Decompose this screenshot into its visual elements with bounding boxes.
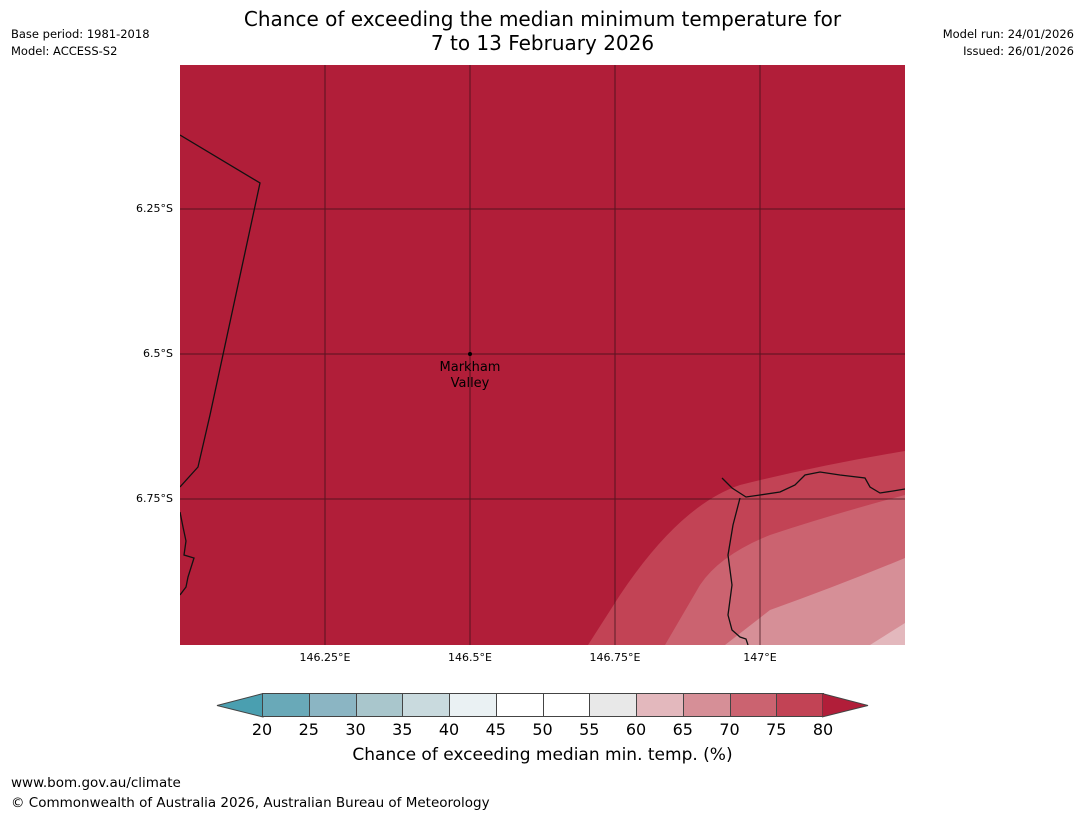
- colorbar-swatch: [542, 693, 591, 717]
- colorbar-label: Chance of exceeding median min. temp. (%…: [352, 745, 733, 765]
- colorbar-tick-label: 45: [485, 720, 506, 739]
- colorbar-swatch: [729, 693, 778, 717]
- colorbar-swatch: [402, 693, 450, 717]
- title-line-2: 7 to 13 February 2026: [430, 31, 655, 55]
- forecast-map: [180, 65, 905, 645]
- colorbar-tick-label: 70: [719, 720, 740, 739]
- colorbar-swatch: [449, 693, 497, 717]
- colorbar-tick-label: 35: [392, 720, 413, 739]
- lon-tick-3: 146.75°E: [589, 651, 641, 664]
- probability-band-60: [870, 623, 905, 645]
- footer-url: www.bom.gov.au/climate: [11, 775, 181, 791]
- lon-tick-2: 146.5°E: [448, 651, 492, 664]
- lon-tick-1: 146.25°E: [299, 651, 351, 664]
- coastline-east: [721, 471, 905, 498]
- place-marker: [468, 352, 472, 356]
- colorbar-tick-label: 25: [298, 720, 319, 739]
- chart-title: Chance of exceeding the median minimum t…: [0, 7, 1085, 55]
- colorbar-tick-label: 55: [579, 720, 600, 739]
- title-line-1: Chance of exceeding the median minimum t…: [243, 7, 842, 31]
- colorbar-tick-label: 50: [532, 720, 553, 739]
- colorbar-tick-label: 60: [625, 720, 647, 739]
- place-name-line-2: Valley: [450, 376, 490, 391]
- colorbar-swatch: [682, 693, 731, 717]
- boundaries: [180, 134, 905, 645]
- colorbar-tick-label: 40: [438, 720, 460, 739]
- colorbar-tick-label: 80: [812, 720, 834, 739]
- colorbar-swatch: [355, 693, 404, 717]
- lat-tick-3: 6.75°S: [136, 492, 173, 505]
- colorbar-swatch: [495, 693, 544, 717]
- place-label: Markham Valley: [440, 360, 501, 392]
- colorbar-tick-label: 65: [672, 720, 693, 739]
- footer-copyright: © Commonwealth of Australia 2026, Austra…: [11, 795, 490, 811]
- lon-tick-4: 147°E: [743, 651, 777, 664]
- colorbar-under-arrow: [216, 693, 264, 718]
- colorbar-swatch: [776, 693, 824, 717]
- coastline-west: [180, 511, 195, 596]
- base-period: Base period: 1981-2018: [11, 27, 150, 41]
- colorbar-tick-label: 30: [345, 720, 366, 739]
- colorbar-swatch: [636, 693, 684, 717]
- coastline-river: [727, 497, 749, 645]
- colorbar-over-arrow: [822, 693, 869, 718]
- colorbar-over-triangle: [822, 693, 869, 718]
- issued-date: Issued: 26/01/2026: [963, 44, 1074, 58]
- lat-tick-2: 6.5°S: [143, 347, 173, 360]
- colorbar-swatch: [308, 693, 357, 717]
- place-name-line-1: Markham: [439, 360, 501, 375]
- probability-band-65: [725, 558, 905, 645]
- border-line: [180, 134, 261, 488]
- colorbar-tick-label: 20: [251, 720, 273, 739]
- colorbar-tick-label: 75: [766, 720, 787, 739]
- model-name: Model: ACCESS-S2: [11, 44, 118, 58]
- lat-tick-1: 6.25°S: [136, 202, 173, 215]
- model-run: Model run: 24/01/2026: [942, 27, 1074, 41]
- metadata-right: Model run: 24/01/2026 Issued: 26/01/2026: [943, 26, 1074, 60]
- colorbar-swatch: [262, 693, 310, 717]
- colorbar-swatch: [589, 693, 637, 717]
- colorbar-under-triangle: [216, 693, 264, 718]
- metadata-left: Base period: 1981-2018 Model: ACCESS-S2: [11, 26, 150, 60]
